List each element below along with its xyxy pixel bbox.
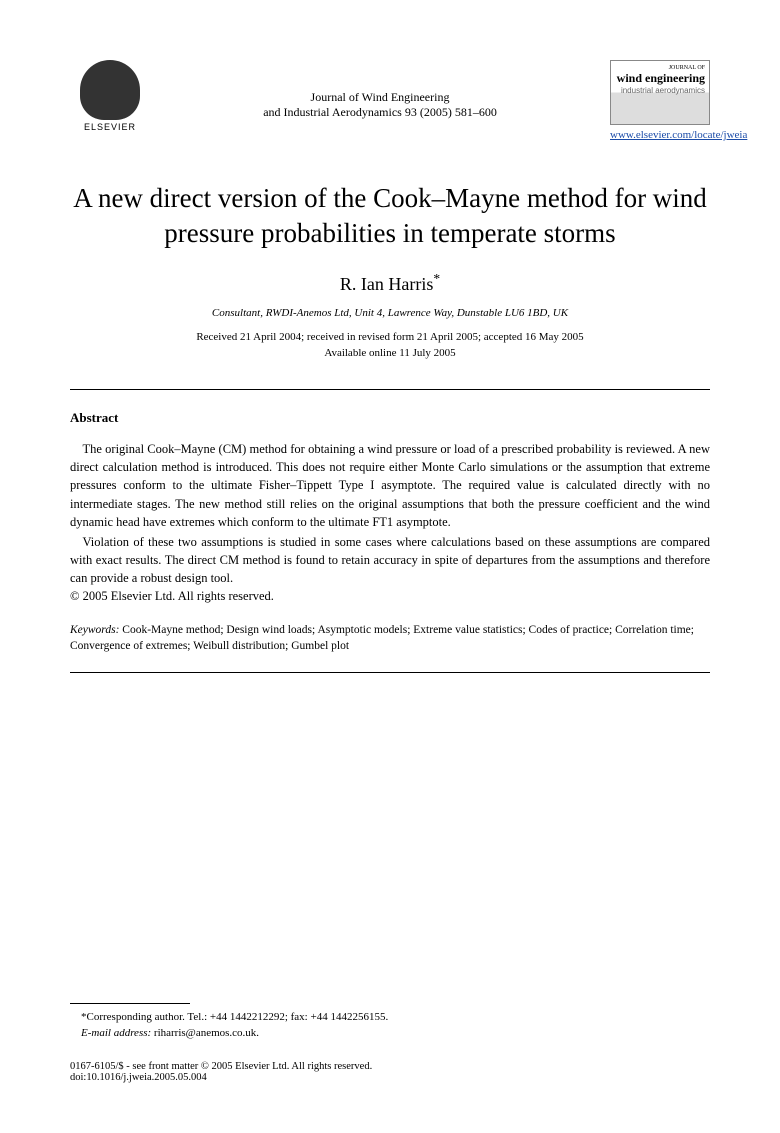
publisher-logo: ELSEVIER xyxy=(70,60,150,132)
author-name: R. Ian Harris* xyxy=(70,271,710,295)
keywords-text: Cook-Mayne method; Design wind loads; As… xyxy=(70,624,694,652)
publisher-label: ELSEVIER xyxy=(84,122,136,132)
author-marker: * xyxy=(433,271,440,286)
journal-name-line2: and Industrial Aerodynamics 93 (2005) 58… xyxy=(150,105,610,120)
abstract-paragraph-1: The original Cook–Mayne (CM) method for … xyxy=(70,440,710,531)
issn-line: 0167-6105/$ - see front matter © 2005 El… xyxy=(70,1061,710,1072)
cover-title: wind engineering xyxy=(615,71,705,86)
email-label: E-mail address: xyxy=(81,1027,151,1039)
doi-line: doi:10.1016/j.jweia.2005.05.004 xyxy=(70,1072,710,1083)
author-text: R. Ian Harris xyxy=(340,274,433,294)
author-affiliation: Consultant, RWDI-Anemos Ltd, Unit 4, Law… xyxy=(70,307,710,319)
footnote-rule xyxy=(70,1003,190,1004)
email-address: riharris@anemos.co.uk. xyxy=(151,1027,259,1039)
corresponding-author-note: *Corresponding author. Tel.: +44 1442212… xyxy=(70,1010,710,1025)
journal-citation: Journal of Wind Engineering and Industri… xyxy=(150,60,610,120)
keywords-block: Keywords: Cook-Mayne method; Design wind… xyxy=(70,622,710,654)
elsevier-tree-icon xyxy=(80,60,140,120)
page-footer: *Corresponding author. Tel.: +44 1442212… xyxy=(70,1003,710,1083)
journal-name-line1: Journal of Wind Engineering xyxy=(150,90,610,105)
article-dates-2: Available online 11 July 2005 xyxy=(70,347,710,359)
journal-cover-block: JOURNAL OF wind engineering industrial a… xyxy=(610,60,710,141)
abstract-copyright: © 2005 Elsevier Ltd. All rights reserved… xyxy=(70,589,710,604)
journal-cover-icon: JOURNAL OF wind engineering industrial a… xyxy=(610,60,710,125)
article-title: A new direct version of the Cook–Mayne m… xyxy=(70,181,710,251)
cover-subtitle: industrial aerodynamics xyxy=(615,86,705,95)
divider-top xyxy=(70,389,710,390)
article-dates-1: Received 21 April 2004; received in revi… xyxy=(70,331,710,343)
abstract-paragraph-2: Violation of these two assumptions is st… xyxy=(70,533,710,587)
abstract-heading: Abstract xyxy=(70,410,710,426)
journal-link[interactable]: www.elsevier.com/locate/jweia xyxy=(610,129,710,141)
divider-keywords xyxy=(70,672,710,673)
email-line: E-mail address: riharris@anemos.co.uk. xyxy=(70,1026,710,1041)
page-header: ELSEVIER Journal of Wind Engineering and… xyxy=(70,60,710,141)
keywords-label: Keywords: xyxy=(70,624,119,636)
